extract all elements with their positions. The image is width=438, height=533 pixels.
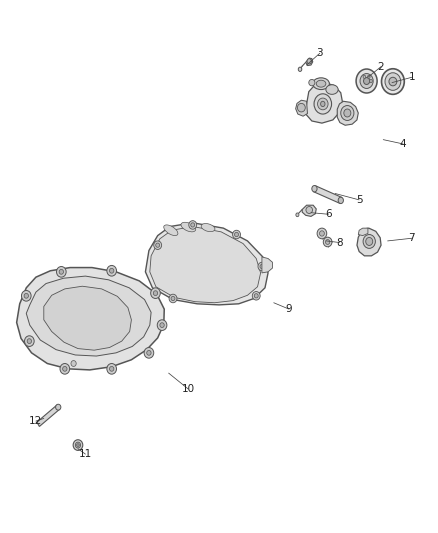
Text: 4: 4 [399,139,406,149]
Ellipse shape [191,223,195,227]
Ellipse shape [320,231,324,236]
Polygon shape [358,228,368,236]
Polygon shape [296,100,307,116]
Ellipse shape [309,79,315,86]
Ellipse shape [181,222,196,232]
Ellipse shape [110,367,114,372]
Ellipse shape [360,74,373,88]
Text: 10: 10 [182,384,195,394]
Ellipse shape [160,322,164,327]
Ellipse shape [385,73,401,91]
Ellipse shape [252,292,260,300]
Ellipse shape [314,94,332,114]
Ellipse shape [189,221,197,229]
Ellipse shape [316,80,326,87]
Polygon shape [145,223,268,305]
Ellipse shape [233,230,240,239]
Ellipse shape [24,293,28,298]
Text: 9: 9 [286,304,293,314]
Ellipse shape [370,79,372,83]
Ellipse shape [366,237,373,245]
Ellipse shape [312,185,317,192]
Ellipse shape [313,78,329,90]
Ellipse shape [77,443,79,446]
Ellipse shape [323,237,332,247]
Ellipse shape [107,364,117,374]
Text: 7: 7 [408,233,415,243]
Polygon shape [314,185,342,204]
Ellipse shape [153,291,158,295]
Ellipse shape [201,223,215,232]
Ellipse shape [317,228,327,239]
Ellipse shape [21,290,31,301]
Polygon shape [44,286,131,350]
Text: 11: 11 [79,449,92,459]
Polygon shape [357,228,381,256]
Ellipse shape [151,288,160,298]
Polygon shape [305,83,343,123]
Text: 12: 12 [29,416,42,426]
Polygon shape [17,268,164,370]
Ellipse shape [56,404,61,410]
Ellipse shape [325,239,330,244]
Ellipse shape [364,78,370,85]
Text: 8: 8 [336,238,343,247]
Ellipse shape [321,101,325,107]
Ellipse shape [356,69,377,93]
Ellipse shape [344,109,351,117]
Ellipse shape [63,367,67,372]
Ellipse shape [27,339,32,344]
Ellipse shape [363,75,366,78]
Ellipse shape [306,207,313,213]
Ellipse shape [107,265,117,276]
Ellipse shape [296,213,299,217]
Ellipse shape [157,320,167,330]
Ellipse shape [338,197,343,204]
Ellipse shape [25,336,34,346]
Ellipse shape [389,77,397,86]
Polygon shape [337,101,358,125]
Ellipse shape [318,98,328,110]
Ellipse shape [235,232,238,237]
Text: 6: 6 [325,209,332,219]
Ellipse shape [367,75,370,78]
Polygon shape [306,58,313,66]
Ellipse shape [258,262,266,271]
Text: 3: 3 [316,49,323,58]
Text: 5: 5 [356,195,363,205]
Ellipse shape [254,294,258,298]
Text: 1: 1 [408,72,415,82]
Polygon shape [302,205,316,216]
Ellipse shape [147,351,151,355]
Text: 2: 2 [378,62,385,71]
Ellipse shape [171,296,175,301]
Ellipse shape [164,225,178,236]
Ellipse shape [260,264,264,269]
Polygon shape [26,276,151,356]
Ellipse shape [298,67,302,71]
Ellipse shape [75,442,81,448]
Ellipse shape [363,235,375,248]
Polygon shape [262,257,272,273]
Ellipse shape [381,69,404,94]
Ellipse shape [169,294,177,303]
Ellipse shape [307,59,311,64]
Polygon shape [37,405,60,426]
Ellipse shape [326,85,338,94]
Polygon shape [150,227,261,303]
Ellipse shape [156,243,159,247]
Ellipse shape [154,241,162,249]
Ellipse shape [144,348,154,358]
Ellipse shape [60,364,70,374]
Ellipse shape [73,440,83,450]
Ellipse shape [297,103,305,112]
Ellipse shape [341,106,354,120]
Ellipse shape [110,269,114,273]
Ellipse shape [57,266,66,277]
Ellipse shape [71,360,76,367]
Ellipse shape [59,269,64,274]
